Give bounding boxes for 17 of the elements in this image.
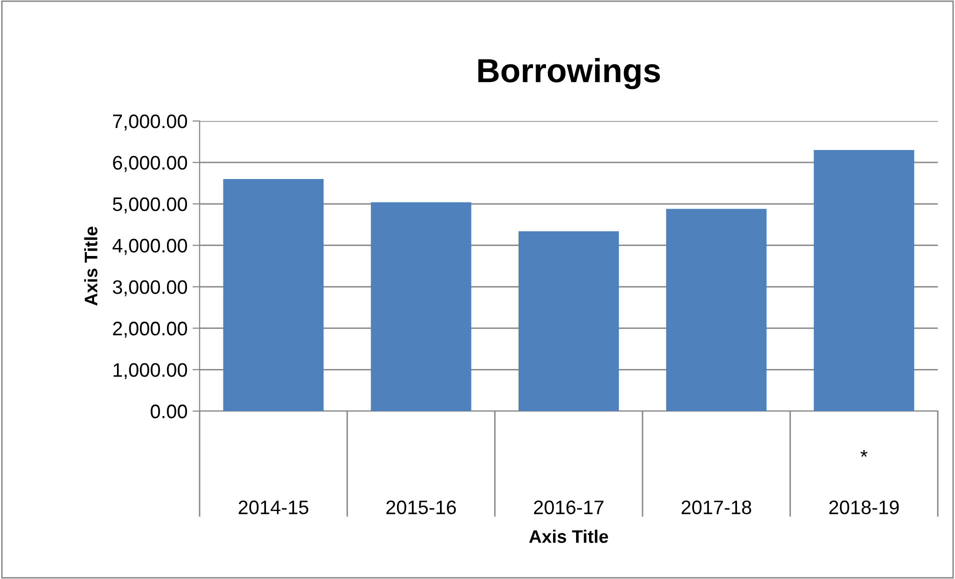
y-tick-label: 0.00: [150, 404, 188, 418]
y-tick-label: 7,000.00: [113, 114, 188, 131]
y-axis-title: Axis Title: [84, 226, 98, 306]
y-tick-label: 2,000.00: [113, 322, 188, 338]
x-axis-title: Axis Title: [529, 530, 608, 543]
x-tick-label: 2014-15: [238, 500, 308, 514]
x-tick-label: 2018-19: [829, 500, 899, 514]
text: *: [860, 450, 868, 457]
x-tick-label: 2017-18: [682, 500, 752, 514]
y-tick-label: 4,000.00: [112, 238, 188, 255]
chart-title: Borrowings: [478, 58, 660, 90]
y-tick-label: 6,000.00: [113, 156, 188, 172]
y-tick-label: 5,000.00: [112, 197, 188, 214]
x-tick-label: 2015-16: [386, 500, 456, 514]
y-tick-label: 3,000.00: [112, 280, 188, 296]
y-tick-label: 1,000.00: [114, 363, 188, 380]
x-tick-label: 2016-17: [534, 500, 604, 514]
